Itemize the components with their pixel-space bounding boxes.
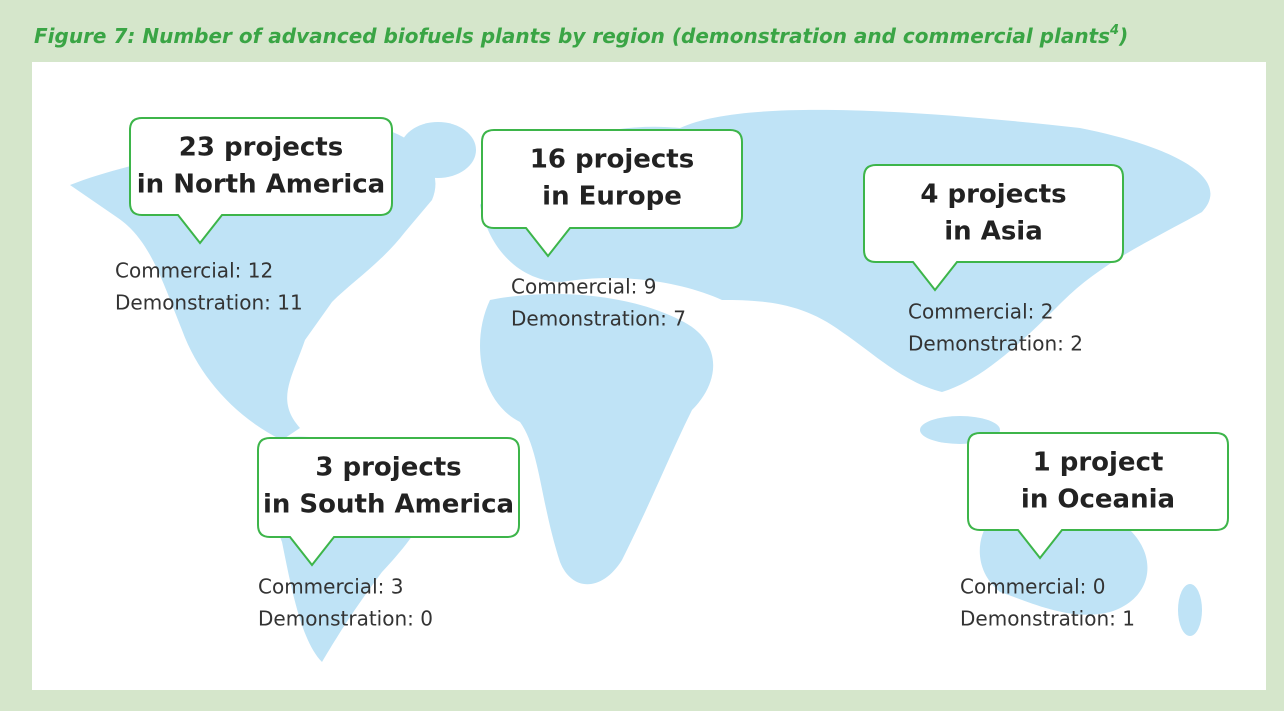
callouts: 23 projects in North America Commercial: 1… (115, 117, 1229, 631)
callout-text: 16 projects (530, 145, 694, 175)
demonstration-count: Demonstration: 0 (258, 607, 433, 631)
callout-text: in South America (263, 490, 514, 520)
title-text: Figure 7: Number of advanced biofuels pl… (34, 24, 1110, 48)
callout-box (481, 129, 743, 258)
commercial-count: Commercial: 9 (511, 275, 656, 299)
demonstration-count: Demonstration: 1 (960, 607, 1135, 631)
figure-title: Figure 7: Number of advanced biofuels pl… (34, 23, 1128, 48)
demonstration-count: Demonstration: 2 (908, 332, 1083, 356)
callout-box (129, 117, 393, 245)
callout-text: in Asia (944, 217, 1043, 247)
footnote-mark: 4 (1109, 23, 1119, 38)
callout-text: 1 project (1033, 448, 1164, 478)
callout-box (863, 164, 1124, 292)
commercial-count: Commercial: 3 (258, 575, 403, 599)
commercial-count: Commercial: 2 (908, 300, 1053, 324)
demonstration-count: Demonstration: 7 (511, 307, 686, 331)
africa (480, 294, 714, 585)
callout-box (257, 437, 520, 567)
new-zealand (1178, 584, 1202, 636)
callout-text: 23 projects (179, 133, 343, 163)
commercial-count: Commercial: 12 (115, 259, 273, 283)
callout-text: in North America (137, 170, 385, 200)
title-close: ) (1118, 24, 1128, 48)
callout-box (967, 432, 1229, 560)
callout-text: in Oceania (1021, 485, 1175, 515)
greenland (400, 122, 476, 178)
callout-text: 3 projects (315, 453, 461, 483)
demonstration-count: Demonstration: 11 (115, 291, 303, 315)
callout-text: in Europe (542, 182, 682, 212)
commercial-count: Commercial: 0 (960, 575, 1105, 599)
callout-text: 4 projects (920, 180, 1066, 210)
